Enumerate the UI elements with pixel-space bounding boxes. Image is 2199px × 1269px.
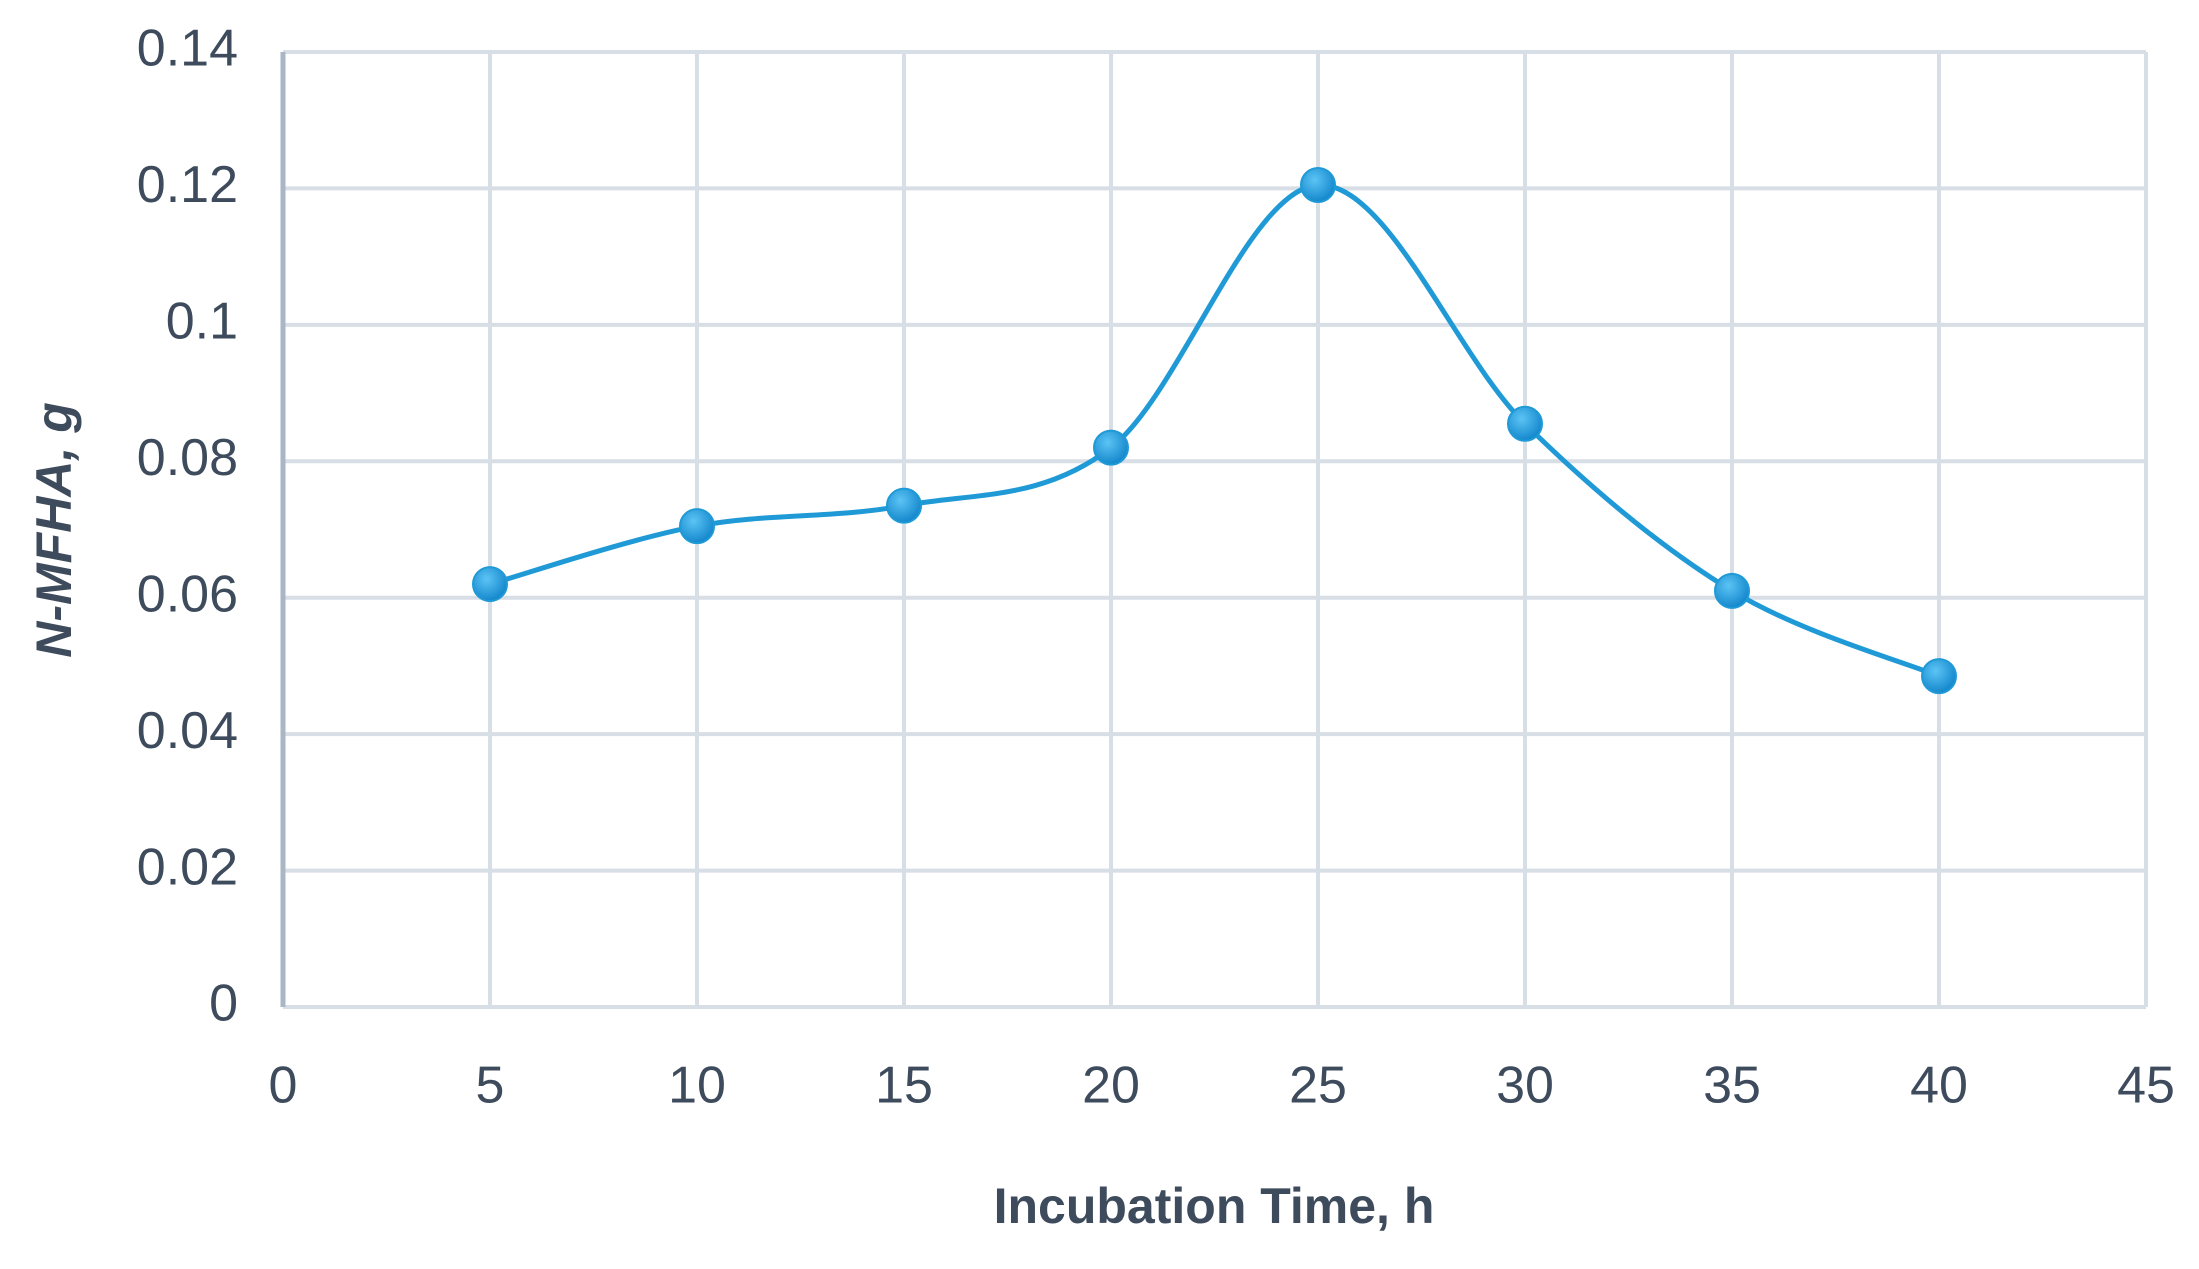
x-tick-label: 10 [668,1057,726,1115]
marker [1300,167,1336,204]
y-axis-label: N-MFHA, g [26,402,82,658]
marker [472,566,508,603]
marker [886,487,922,524]
marker [1714,572,1750,609]
x-axis-label: Incubation Time, h [994,1178,1435,1234]
marker [1093,429,1129,466]
y-tick-label: 0.04 [137,702,238,760]
y-tick-label: 0.02 [137,838,238,896]
x-tick-label: 0 [269,1057,298,1115]
x-tick-label: 35 [1703,1057,1761,1115]
marker [1507,405,1543,442]
line [489,182,1940,679]
x-tick-label: 30 [1496,1057,1554,1115]
x-tick-label: 5 [476,1057,505,1115]
x-tick-label: 20 [1082,1057,1140,1115]
y-tick-label: 0 [209,975,238,1033]
y-tick-label: 0.1 [166,293,238,351]
x-tick-label: 45 [2117,1057,2175,1115]
y-tick-label: 0.14 [137,20,238,78]
marker [1921,658,1957,695]
x-tick-label: 25 [1289,1057,1347,1115]
y-tick-label: 0.12 [137,156,238,214]
marker [679,508,715,545]
x-tick-label: 15 [875,1057,933,1115]
y-tick-label: 0.08 [137,429,238,487]
y-tick-label: 0.06 [137,565,238,623]
x-tick-label: 40 [1910,1057,1968,1115]
